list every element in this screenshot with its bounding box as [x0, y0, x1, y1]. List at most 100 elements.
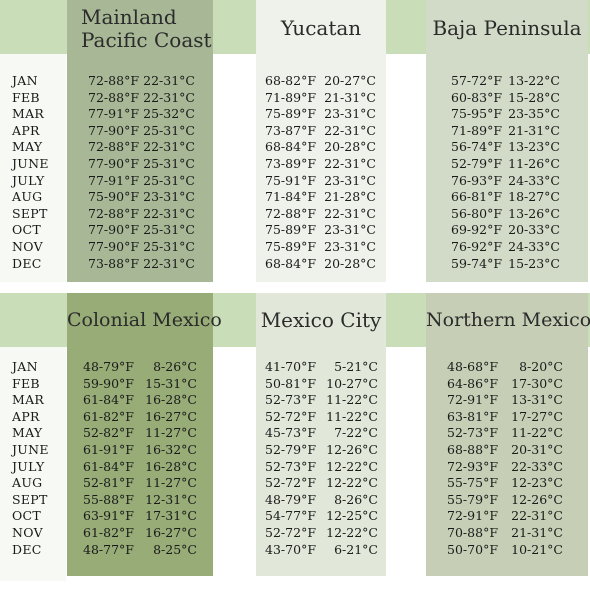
region-mexico-city: Mexico City 41-70°F 5-21°C 50-81°F 10-27°C 5…	[256, 293, 386, 576]
temp-fahrenheit: 55-88°F	[83, 491, 134, 507]
table-row: 59-74°F 15-23°C	[426, 256, 588, 273]
temp-fahrenheit: 52-81°F	[83, 475, 134, 491]
month-label: JUNE	[12, 442, 49, 457]
temp-fahrenheit: 71-89°F	[265, 89, 316, 105]
temp-fahrenheit: 77-91°F	[88, 106, 139, 122]
temp-celsius: 13-23°C	[508, 139, 560, 155]
temp-celsius: 11-22°C	[326, 408, 378, 424]
temp-fahrenheit: 77-90°F	[88, 222, 139, 238]
temp-fahrenheit: 61-84°F	[83, 458, 134, 474]
temp-fahrenheit: 61-91°F	[83, 442, 134, 457]
table-row: 50-81°F 10-27°C	[256, 376, 386, 393]
table-row: 72-88°F 22-31°C	[67, 90, 213, 107]
temp-fahrenheit: 77-91°F	[88, 172, 139, 188]
temp-fahrenheit: 60-83°F	[451, 89, 502, 105]
table-row: 61-84°F 16-28°C	[67, 392, 213, 409]
table-row: 61-82°F 16-27°C	[67, 409, 213, 426]
table-row: 71-89°F 21-31°C	[426, 123, 588, 140]
temp-celsius: 5-21°C	[334, 359, 378, 374]
month-label: DEC	[12, 541, 42, 557]
region-title-line1: Mainland	[81, 5, 177, 29]
temp-celsius: 11-27°C	[145, 475, 197, 491]
temp-celsius: 25-31°C	[143, 122, 195, 138]
month-label: JULY	[12, 172, 45, 188]
temp-celsius: 16-27°C	[145, 525, 197, 540]
table-row: 72-88°F 22-31°C	[256, 206, 386, 223]
temp-fahrenheit: 63-81°F	[447, 408, 498, 424]
temp-fahrenheit: 61-82°F	[83, 408, 134, 424]
temp-celsius: 15-23°C	[508, 255, 560, 271]
temp-celsius: 15-28°C	[508, 89, 560, 105]
temp-celsius: 11-22°C	[326, 392, 378, 408]
region-title-line2: Pacific Coast	[81, 28, 212, 52]
temp-fahrenheit: 50-81°F	[265, 375, 316, 391]
temp-celsius: 8-26°C	[334, 491, 378, 507]
temp-fahrenheit: 75-89°F	[265, 222, 316, 238]
month-label: SEPT	[12, 491, 48, 507]
region-baja-peninsula: Baja Peninsula 57-72°F 13-22°C 60-83°F 15-2…	[426, 0, 588, 282]
temp-celsius: 21-31°C	[324, 89, 376, 105]
table-row: 77-91°F 25-32°C	[67, 106, 213, 123]
temp-fahrenheit: 45-73°F	[265, 425, 316, 441]
table-row: 52-72°F 12-22°C	[256, 525, 386, 542]
table-row: 73-88°F 22-31°C	[67, 256, 213, 273]
region-mainland-pacific-coast: Mainland Pacific Coast 72-88°F 22-31°C 72-…	[67, 0, 213, 282]
month-label: MAY	[12, 425, 43, 441]
temp-celsius: 22-31°C	[511, 508, 563, 524]
temp-celsius: 12-22°C	[326, 525, 378, 540]
region-title: Yucatan	[280, 16, 362, 40]
temp-celsius: 12-31°C	[145, 491, 197, 507]
temp-celsius: 11-27°C	[145, 425, 197, 441]
temp-fahrenheit: 72-93°F	[447, 458, 498, 474]
temp-fahrenheit: 41-70°F	[265, 359, 316, 374]
table-row: 76-92°F 24-33°C	[426, 239, 588, 256]
table-row: 56-74°F 13-23°C	[426, 139, 588, 156]
temp-celsius: 23-31°C	[143, 189, 195, 205]
table-row: 70-88°F 21-31°C	[426, 525, 588, 542]
region-colonial-mexico: Colonial Mexico 48-79°F 8-26°C 59-90°F 15-3…	[67, 293, 222, 576]
temp-fahrenheit: 57-72°F	[451, 73, 502, 88]
temp-fahrenheit: 59-90°F	[83, 375, 134, 391]
table-row: 52-72°F 12-22°C	[256, 475, 386, 492]
table-row: 52-79°F 11-26°C	[426, 156, 588, 173]
temp-fahrenheit: 75-90°F	[88, 189, 139, 205]
month-label: DEC	[12, 255, 42, 271]
month-label: SEPT	[12, 205, 48, 221]
temp-celsius: 15-31°C	[145, 375, 197, 391]
table-row: 69-92°F 20-33°C	[426, 222, 588, 239]
table-row: 55-75°F 12-23°C	[426, 475, 588, 492]
temp-fahrenheit: 68-84°F	[265, 255, 316, 271]
temp-celsius: 25-32°C	[143, 106, 195, 122]
temp-celsius: 12-22°C	[326, 458, 378, 474]
temp-celsius: 16-28°C	[145, 392, 197, 408]
temp-fahrenheit: 70-88°F	[447, 525, 498, 540]
temp-celsius: 17-30°C	[511, 375, 563, 391]
temp-fahrenheit: 73-89°F	[265, 156, 316, 171]
temp-celsius: 11-22°C	[511, 425, 563, 441]
temp-fahrenheit: 72-91°F	[447, 392, 498, 408]
table-row: 52-72°F 11-22°C	[256, 409, 386, 426]
temp-celsius: 21-31°C	[508, 122, 560, 138]
temp-fahrenheit: 48-77°F	[83, 541, 134, 557]
temp-celsius: 10-21°C	[511, 541, 563, 557]
temp-fahrenheit: 48-79°F	[83, 359, 134, 374]
table-row: 77-90°F 25-31°C	[67, 156, 213, 173]
table-row: 52-73°F 11-22°C	[256, 392, 386, 409]
table-row: 61-91°F 16-32°C	[67, 442, 213, 459]
temp-fahrenheit: 75-95°F	[451, 106, 502, 122]
temp-celsius: 23-35°C	[508, 106, 560, 122]
temp-celsius: 25-31°C	[143, 156, 195, 171]
temp-fahrenheit: 75-89°F	[265, 239, 316, 254]
table-row: 61-82°F 16-27°C	[67, 525, 213, 542]
table-row: 63-81°F 17-27°C	[426, 409, 588, 426]
table-row: 75-91°F 23-31°C	[256, 173, 386, 190]
temp-celsius: 22-33°C	[511, 458, 563, 474]
temp-celsius: 16-32°C	[145, 442, 197, 457]
table-row: 77-90°F 25-31°C	[67, 239, 213, 256]
temp-celsius: 23-31°C	[324, 239, 376, 254]
table-row: 68-88°F 20-31°C	[426, 442, 588, 459]
table-row: 64-86°F 17-30°C	[426, 376, 588, 393]
table-row: 75-89°F 23-31°C	[256, 222, 386, 239]
temp-celsius: 12-23°C	[511, 475, 563, 491]
month-label: MAR	[12, 392, 45, 408]
